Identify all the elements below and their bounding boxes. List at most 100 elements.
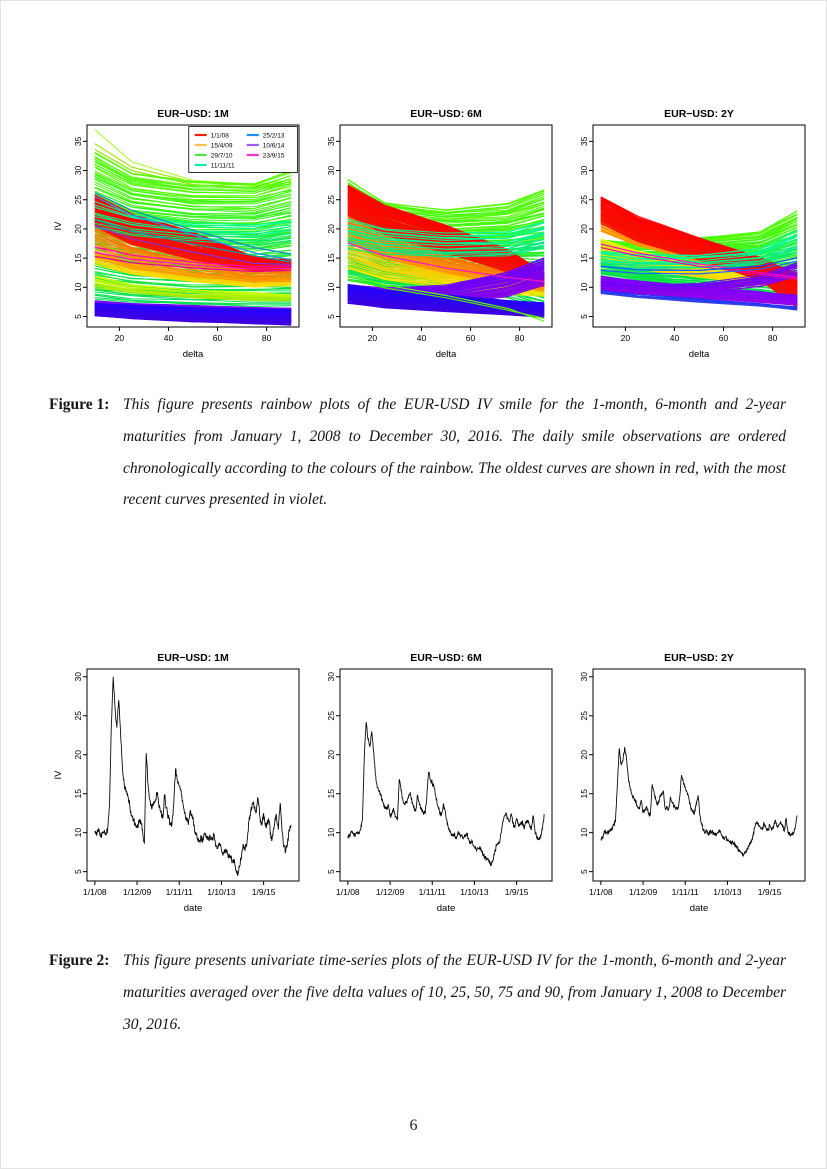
chart-title: EUR−USD: 1M (157, 652, 229, 664)
svg-text:1/12/09: 1/12/09 (123, 887, 152, 897)
band-spring-green (347, 218, 545, 258)
svg-text:40: 40 (670, 333, 680, 343)
svg-text:40: 40 (417, 333, 427, 343)
x-axis-label: delta (689, 349, 710, 360)
svg-text:1/12/09: 1/12/09 (629, 887, 658, 897)
chart-title: EUR−USD: 2Y (664, 652, 734, 664)
svg-text:30: 30 (579, 672, 589, 682)
axes: 5 10 15 20 25 30 1/1/08 1/12/09 1/11/11 1/10/13 1/… (73, 672, 276, 897)
svg-text:20: 20 (621, 333, 631, 343)
band-spring-green (600, 229, 798, 272)
svg-text:25: 25 (579, 711, 589, 721)
plot-content (347, 178, 545, 322)
svg-text:29/7/10: 29/7/10 (211, 153, 233, 160)
plot-content (347, 721, 545, 866)
smile-2y-plot: EUR−USD: 2Y 5 10 15 20 25 30 35 20 40 60 80 delta (579, 108, 806, 360)
svg-text:30: 30 (326, 166, 336, 176)
svg-text:10: 10 (579, 282, 589, 292)
timeseries-line (347, 721, 545, 866)
svg-text:1/1/08: 1/1/08 (83, 887, 107, 897)
figure1-charts-row: EUR−USD: 1M 5 10 15 20 25 30 35 20 40 60 80 delta IV 1… (51, 105, 810, 378)
y-axis-label: IV (53, 221, 64, 231)
smile-chart-1m: EUR−USD: 1M 5 10 15 20 25 30 35 20 40 60 80 delta IV 1… (51, 105, 304, 378)
svg-text:20: 20 (115, 333, 125, 343)
svg-text:25/2/13: 25/2/13 (263, 133, 285, 140)
timeseries-chart-6m: EUR−USD: 6M 5 10 15 20 25 30 1/1/08 1/12/09 1/11/… (304, 649, 557, 932)
ts-2y-plot: EUR−USD: 2Y 5 10 15 20 25 30 1/1/08 1/12/09 1/11/… (579, 652, 806, 914)
svg-text:15: 15 (73, 253, 83, 263)
svg-text:20: 20 (579, 224, 589, 234)
svg-text:60: 60 (719, 333, 729, 343)
svg-text:23/9/15: 23/9/15 (263, 153, 285, 160)
svg-text:40: 40 (164, 333, 174, 343)
svg-text:80: 80 (262, 333, 272, 343)
ts-6m-plot: EUR−USD: 6M 5 10 15 20 25 30 1/1/08 1/12/09 1/11/… (326, 652, 553, 914)
svg-text:11/11/11: 11/11/11 (211, 163, 235, 170)
plot-box (86, 668, 300, 882)
svg-text:30: 30 (326, 672, 336, 682)
svg-text:1/10/13: 1/10/13 (713, 887, 742, 897)
figure2-caption: Figure 2: This figure presents univariat… (49, 945, 786, 1040)
plot-content (94, 129, 292, 326)
svg-text:35: 35 (326, 136, 336, 146)
axes: 5 10 15 20 25 30 35 20 40 60 80 (579, 136, 778, 343)
svg-text:80: 80 (768, 333, 778, 343)
band-blue-bottom (94, 302, 292, 326)
legend: 1/1/08 15/4/09 29/7/10 11/11/11 25/2/13 10/6/… (188, 126, 298, 173)
svg-text:5: 5 (326, 314, 336, 319)
x-axis-label: date (437, 903, 456, 914)
plot-content (600, 746, 798, 858)
plot-box (86, 124, 300, 328)
svg-text:1/1/08: 1/1/08 (336, 887, 360, 897)
svg-text:1/9/15: 1/9/15 (758, 887, 782, 897)
svg-text:5: 5 (579, 869, 589, 874)
svg-text:15: 15 (579, 253, 589, 263)
svg-text:20: 20 (368, 333, 378, 343)
svg-text:10: 10 (326, 282, 336, 292)
chart-title: EUR−USD: 6M (410, 652, 482, 664)
svg-text:5: 5 (579, 314, 589, 319)
svg-text:5: 5 (326, 869, 336, 874)
svg-text:30: 30 (73, 166, 83, 176)
svg-text:30: 30 (73, 672, 83, 682)
svg-text:20: 20 (73, 224, 83, 234)
axes: 5 10 15 20 25 30 35 20 40 60 80 (326, 136, 525, 343)
band-spring-green (94, 201, 292, 246)
timeseries-chart-2y: EUR−USD: 2Y 5 10 15 20 25 30 1/1/08 1/12/09 1/11/… (557, 649, 810, 932)
chart-title: EUR−USD: 6M (410, 108, 482, 120)
svg-text:15: 15 (73, 789, 83, 799)
svg-text:10: 10 (73, 282, 83, 292)
axes: 5 10 15 20 25 30 1/1/08 1/12/09 1/11/11 1/10/13 1/… (326, 672, 529, 897)
axes: 5 10 15 20 25 30 35 20 40 60 80 (73, 136, 272, 343)
smile-chart-6m: EUR−USD: 6M 5 10 15 20 25 30 35 20 40 60 80 delta (304, 105, 557, 378)
figure1-caption: Figure 1: This figure presents rainbow p… (49, 389, 786, 516)
svg-text:10/6/14: 10/6/14 (263, 143, 285, 150)
band-violet-wedge (600, 262, 798, 294)
svg-text:15: 15 (326, 253, 336, 263)
svg-text:20: 20 (326, 224, 336, 234)
x-axis-label: date (690, 903, 709, 914)
svg-text:25: 25 (326, 195, 336, 205)
x-axis-label: delta (436, 349, 457, 360)
svg-text:10: 10 (326, 828, 336, 838)
plot-box (339, 124, 553, 328)
smile-1m-plot: EUR−USD: 1M 5 10 15 20 25 30 35 20 40 60 80 delta IV 1… (53, 108, 300, 360)
svg-text:25: 25 (579, 195, 589, 205)
svg-text:15/4/09: 15/4/09 (211, 143, 233, 150)
chart-title: EUR−USD: 2Y (664, 108, 734, 120)
plot-box (592, 668, 806, 882)
plot-box (592, 124, 806, 328)
plot-content (600, 196, 798, 311)
figure2-caption-label: Figure 2: (49, 952, 110, 969)
figure1-caption-label: Figure 1: (49, 396, 110, 413)
svg-text:1/11/11: 1/11/11 (166, 887, 193, 897)
svg-text:1/11/11: 1/11/11 (672, 887, 699, 897)
axes: 5 10 15 20 25 30 1/1/08 1/12/09 1/11/11 1/10/13 1/… (579, 672, 782, 897)
svg-text:1/12/09: 1/12/09 (376, 887, 405, 897)
svg-text:60: 60 (213, 333, 223, 343)
timeseries-line (94, 676, 292, 877)
ts-1m-plot: EUR−USD: 1M 5 10 15 20 25 30 1/1/08 1/12/09 1/11/… (53, 652, 300, 914)
svg-text:25: 25 (326, 711, 336, 721)
svg-text:15: 15 (326, 789, 336, 799)
svg-text:60: 60 (466, 333, 476, 343)
